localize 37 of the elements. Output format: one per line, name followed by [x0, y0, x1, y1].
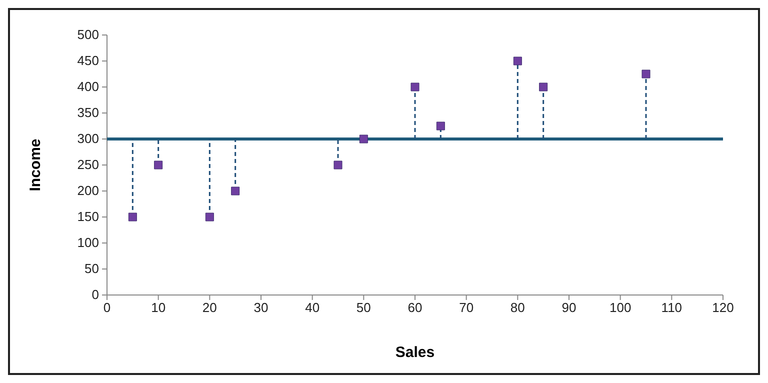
- x-axis-title: Sales: [395, 344, 435, 361]
- x-tick-label: 80: [510, 300, 525, 316]
- point: [231, 186, 240, 196]
- point: [334, 160, 342, 170]
- point: [128, 212, 137, 222]
- y-tick-label: 300: [77, 131, 99, 146]
- x-tick-label: 40: [305, 300, 320, 316]
- y-axis-title: Income: [27, 138, 44, 192]
- y-tick-label: 400: [77, 79, 99, 94]
- y-tick-label: 100: [77, 235, 99, 250]
- point: [410, 82, 420, 92]
- x-tick-label: 30: [254, 300, 268, 316]
- y-tick-label: 0: [92, 287, 99, 302]
- point: [642, 70, 650, 78]
- x-tick-label: 110: [661, 300, 682, 316]
- y-tick-label: 50: [84, 261, 99, 276]
- x-tick-label: 70: [459, 300, 474, 316]
- point: [513, 56, 522, 66]
- x-tick-label: 90: [562, 300, 576, 316]
- y-tick-label: 350: [77, 105, 99, 120]
- x-tick-label: 20: [202, 300, 217, 316]
- point: [205, 212, 214, 222]
- x-tick-label: 120: [712, 300, 734, 316]
- x-tick-label: 100: [609, 300, 632, 316]
- y-tick-label: 450: [77, 53, 99, 68]
- y-tick-label: 250: [77, 157, 99, 172]
- x-tick-label: 0: [103, 300, 111, 316]
- y-tick-label: 200: [77, 183, 99, 198]
- point: [436, 122, 445, 130]
- y-tick-label: 500: [77, 27, 99, 42]
- x-tick-label: 10: [151, 300, 166, 316]
- y-tick-label: 150: [77, 209, 99, 224]
- point: [359, 134, 368, 144]
- point: [154, 160, 163, 170]
- point: [539, 82, 548, 92]
- x-tick-label: 60: [408, 300, 422, 316]
- x-tick-label: 50: [356, 300, 371, 316]
